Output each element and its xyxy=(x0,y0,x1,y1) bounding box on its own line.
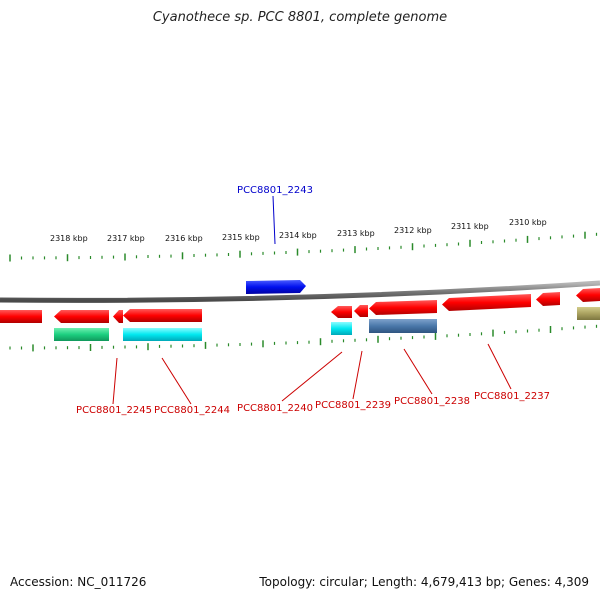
outer-scale-ticks xyxy=(9,231,598,262)
map-title: Cyanothece sp. PCC 8801, complete genome xyxy=(152,10,448,25)
leader-lines xyxy=(112,195,512,405)
scale-label: 2317 kbp xyxy=(107,234,145,243)
feature-block-cyan[interactable] xyxy=(331,322,352,335)
feature-block-cyan[interactable] xyxy=(123,328,202,341)
feature-block-olive[interactable] xyxy=(577,307,600,320)
reverse-strand-genes xyxy=(0,288,600,323)
gene-arrow-red[interactable] xyxy=(442,294,531,311)
gene-label-reverse[interactable]: PCC8801_2244 xyxy=(154,405,230,416)
gene-arrow-red[interactable] xyxy=(536,292,560,306)
leader-line xyxy=(352,350,363,400)
scale-label: 2315 kbp xyxy=(222,233,260,242)
leader-line xyxy=(112,357,118,405)
leader-line xyxy=(403,348,433,395)
gene-arrow-red[interactable] xyxy=(369,300,437,315)
gene-arrow-red[interactable] xyxy=(123,309,202,322)
scale-label: 2312 kbp xyxy=(394,226,432,235)
leader-line xyxy=(272,195,276,245)
gene-arrow-red[interactable] xyxy=(576,288,600,302)
gene-arrow-red[interactable] xyxy=(0,310,42,323)
scale-label: 2310 kbp xyxy=(509,218,547,227)
scale-label: 2313 kbp xyxy=(337,229,375,238)
gene-label-reverse[interactable]: PCC8801_2239 xyxy=(315,400,391,411)
gene-arrow-red[interactable] xyxy=(113,310,123,323)
leader-line xyxy=(161,357,192,405)
scale-label: 2316 kbp xyxy=(165,234,203,243)
gene-label-reverse[interactable]: PCC8801_2238 xyxy=(394,396,470,407)
gene-arrow-red[interactable] xyxy=(331,306,352,318)
genome-summary: Topology: circular; Length: 4,679,413 bp… xyxy=(259,575,589,589)
gene-label-reverse[interactable]: PCC8801_2245 xyxy=(76,405,152,416)
gene-label-forward[interactable]: PCC8801_2243 xyxy=(237,185,313,196)
scale-labels: 2318 kbp 2317 kbp 2316 kbp 2315 kbp 2314… xyxy=(50,218,547,243)
leader-line xyxy=(487,343,512,390)
gene-labels: PCC8801_2243 PCC8801_2245 PCC8801_2244 P… xyxy=(76,185,550,416)
feature-block-steel[interactable] xyxy=(369,319,437,333)
genome-backbone xyxy=(0,280,600,303)
gene-arrow-red[interactable] xyxy=(354,305,368,317)
scale-label: 2311 kbp xyxy=(451,222,489,231)
leader-line xyxy=(281,351,343,402)
gene-label-reverse[interactable]: PCC8801_2237 xyxy=(474,391,550,402)
inner-scale-ticks xyxy=(9,324,598,352)
feature-blocks xyxy=(54,307,600,341)
scale-label: 2318 kbp xyxy=(50,234,88,243)
gene-arrow-red[interactable] xyxy=(54,310,109,323)
feature-block-green[interactable] xyxy=(54,328,109,341)
gene-arrow-forward-blue[interactable] xyxy=(246,280,306,294)
accession-text: Accession: NC_011726 xyxy=(10,575,147,589)
scale-label: 2314 kbp xyxy=(279,231,317,240)
gene-label-reverse[interactable]: PCC8801_2240 xyxy=(237,403,313,414)
